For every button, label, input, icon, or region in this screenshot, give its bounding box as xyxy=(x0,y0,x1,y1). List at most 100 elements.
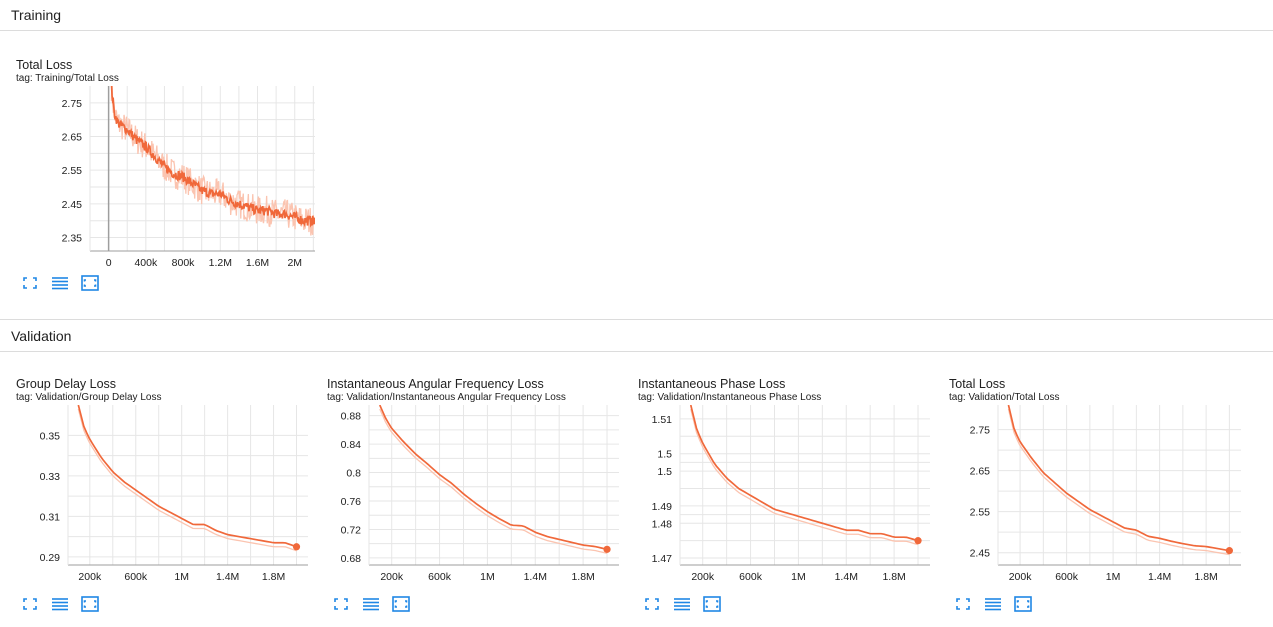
chart-title: Instantaneous Phase Loss xyxy=(638,377,786,391)
toggle-log-scale-button[interactable] xyxy=(672,595,692,613)
x-tick-label: 1.4M xyxy=(524,571,547,583)
x-tick-label: 1.4M xyxy=(835,571,858,583)
series-raw-line xyxy=(379,408,608,554)
x-tick-label: 1M xyxy=(791,571,806,583)
y-tick-label: 2.65 xyxy=(62,132,83,144)
toggle-log-scale-icon xyxy=(985,598,1001,611)
chart-card: Group Delay Loss tag: Validation/Group De… xyxy=(10,357,315,627)
fit-domain-icon xyxy=(956,598,970,610)
y-tick-label: 2.65 xyxy=(970,466,991,478)
x-tick-label: 1M xyxy=(174,571,189,583)
y-tick-label: 0.33 xyxy=(40,471,61,483)
expand-chart-button[interactable] xyxy=(80,274,100,292)
x-tick-label: 600k xyxy=(428,571,452,583)
expand-chart-button[interactable] xyxy=(80,595,100,613)
toggle-log-scale-button[interactable] xyxy=(983,595,1003,613)
chart-tag: tag: Validation/Group Delay Loss xyxy=(16,392,162,403)
series-end-point xyxy=(309,217,315,225)
toggle-log-scale-icon xyxy=(52,598,68,611)
y-tick-label: 0.68 xyxy=(341,553,362,565)
expand-chart-icon xyxy=(81,596,99,612)
x-tick-label: 1.8M xyxy=(1194,571,1217,583)
y-tick-label: 2.75 xyxy=(62,98,83,110)
fit-domain-icon xyxy=(334,598,348,610)
fit-domain-button[interactable] xyxy=(20,595,40,613)
x-tick-label: 1.2M xyxy=(209,257,232,269)
chart-controls xyxy=(642,595,722,613)
y-tick-label: 1.5 xyxy=(657,466,672,478)
expand-chart-button[interactable] xyxy=(1013,595,1033,613)
y-tick-label: 2.45 xyxy=(970,548,991,560)
x-tick-label: 1M xyxy=(1106,571,1121,583)
x-tick-label: 200k xyxy=(380,571,404,583)
chart-card: Instantaneous Angular Frequency Loss tag:… xyxy=(321,357,626,627)
y-tick-label: 0.29 xyxy=(40,552,61,564)
x-tick-label: 200k xyxy=(1009,571,1033,583)
y-tick-label: 1.5 xyxy=(657,449,672,461)
toggle-log-scale-icon xyxy=(52,277,68,290)
expand-chart-icon xyxy=(81,275,99,291)
chart-plot[interactable]: 200k 600k 1M 1.4M 1.8M 0.29 0.31 0.33 0.35 xyxy=(10,357,315,589)
x-tick-label: 1.8M xyxy=(262,571,285,583)
chart-tag: tag: Validation/Total Loss xyxy=(949,392,1060,403)
chart-title: Instantaneous Angular Frequency Loss xyxy=(327,377,544,391)
series-end-point xyxy=(292,543,301,551)
fit-domain-icon xyxy=(645,598,659,610)
chart-plot[interactable]: 200k 600k 1M 1.4M 1.8M 2.45 2.55 2.65 2.75 xyxy=(943,357,1248,589)
y-tick-label: 2.35 xyxy=(62,233,83,245)
x-tick-label: 1.4M xyxy=(1148,571,1171,583)
chart-title: Total Loss xyxy=(949,377,1006,391)
fit-domain-button[interactable] xyxy=(331,595,351,613)
chart-tag: tag: Validation/Instantaneous Angular Fr… xyxy=(327,392,566,403)
y-tick-label: 0.72 xyxy=(341,524,362,536)
y-tick-label: 0.8 xyxy=(346,468,361,480)
chart-plot[interactable]: 200k 600k 1M 1.4M 1.8M 0.68 0.72 0.76 0.8 0.84 0.8… xyxy=(321,357,626,589)
chart-plot[interactable]: 0 400k 800k 1.2M 1.6M 2M 2.35 2.45 2.55 2.65 2.75 xyxy=(10,38,315,270)
expand-chart-button[interactable] xyxy=(391,595,411,613)
series-line xyxy=(378,405,608,551)
y-tick-label: 0.35 xyxy=(40,430,61,442)
chart-controls xyxy=(20,274,100,292)
series-line xyxy=(1007,405,1230,552)
x-tick-label: 1.4M xyxy=(216,571,239,583)
validation-section-header[interactable]: Validation xyxy=(0,319,1273,352)
y-tick-label: 1.51 xyxy=(652,414,673,426)
x-tick-label: 400k xyxy=(134,257,158,269)
toggle-log-scale-button[interactable] xyxy=(50,274,70,292)
expand-chart-icon xyxy=(1014,596,1032,612)
y-tick-label: 2.55 xyxy=(62,165,83,177)
x-tick-label: 2M xyxy=(287,257,302,269)
x-tick-label: 1.6M xyxy=(246,257,269,269)
y-tick-label: 0.31 xyxy=(40,511,61,523)
series-raw-line xyxy=(1007,408,1230,556)
x-tick-label: 600k xyxy=(124,571,148,583)
chart-controls xyxy=(953,595,1033,613)
y-tick-label: 0.88 xyxy=(341,411,362,423)
chart-card: Total Loss tag: Training/Total Loss 0 400k 8… xyxy=(10,38,315,308)
fit-domain-button[interactable] xyxy=(642,595,662,613)
training-section-header[interactable]: Training xyxy=(0,0,1273,31)
toggle-log-scale-button[interactable] xyxy=(361,595,381,613)
x-tick-label: 200k xyxy=(691,571,715,583)
fit-domain-button[interactable] xyxy=(20,274,40,292)
y-tick-label: 1.48 xyxy=(652,518,673,530)
toggle-log-scale-button[interactable] xyxy=(50,595,70,613)
expand-chart-icon xyxy=(392,596,410,612)
y-tick-label: 0.76 xyxy=(341,496,362,508)
chart-tag: tag: Training/Total Loss xyxy=(16,73,119,84)
chart-controls xyxy=(331,595,411,613)
y-tick-label: 1.47 xyxy=(652,553,673,565)
section-title: Validation xyxy=(11,328,72,344)
chart-title: Total Loss xyxy=(16,58,73,72)
x-tick-label: 1M xyxy=(480,571,495,583)
x-tick-label: 0 xyxy=(106,257,112,269)
series-line xyxy=(110,86,315,228)
chart-title: Group Delay Loss xyxy=(16,377,117,391)
y-tick-label: 2.45 xyxy=(62,199,83,211)
expand-chart-button[interactable] xyxy=(702,595,722,613)
chart-plot[interactable]: 200k 600k 1M 1.4M 1.8M 1.47 1.48 1.49 1.5 1.5 1.51 xyxy=(632,357,937,589)
series-raw-line xyxy=(77,408,297,552)
y-tick-label: 1.49 xyxy=(652,501,673,513)
chart-tag: tag: Validation/Instantaneous Phase Loss xyxy=(638,392,822,403)
fit-domain-button[interactable] xyxy=(953,595,973,613)
